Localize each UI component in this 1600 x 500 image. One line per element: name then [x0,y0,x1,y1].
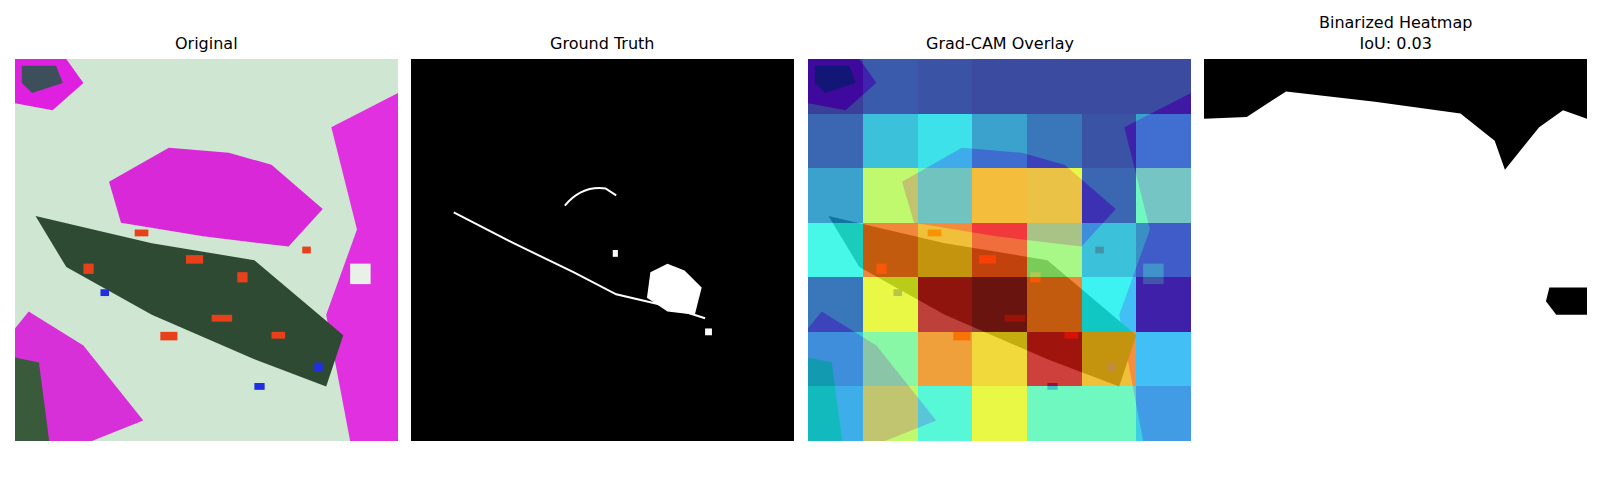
svg-text:Original: Original [175,34,238,53]
svg-text:Grad-CAM Overlay: Grad-CAM Overlay [926,34,1074,53]
svg-text:Binarized HeatmapIoU: 0.03: Binarized HeatmapIoU: 0.03 [1319,13,1472,53]
svg-text:Ground Truth: Ground Truth [550,34,655,53]
